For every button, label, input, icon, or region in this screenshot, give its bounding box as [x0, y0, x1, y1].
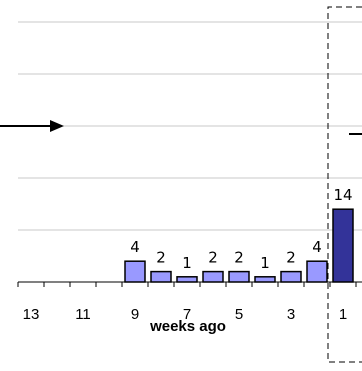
bar-week-3 [280, 270, 302, 283]
x-tick-label-3: 3 [287, 306, 295, 323]
bar-week-6 [202, 270, 224, 283]
x-tick-label-13: 13 [23, 306, 40, 323]
x-axis-title: weeks ago [149, 318, 226, 335]
x-tick-label-9: 9 [131, 306, 139, 323]
bar-week-5 [228, 270, 250, 283]
data-label-week-8: 2 [156, 249, 166, 267]
data-label-week-6: 2 [208, 249, 218, 267]
x-tick-label-5: 5 [235, 306, 243, 323]
highlight-frame [327, 6, 362, 363]
x-ticks [17, 282, 357, 287]
gridlines [18, 21, 362, 231]
data-label-week-7: 1 [182, 254, 192, 272]
bar-week-8 [150, 270, 172, 283]
x-tick-label-1: 1 [339, 306, 347, 323]
bar-week-2 [306, 260, 328, 283]
bar-week-4 [254, 276, 276, 283]
pointer-arrow-icon [0, 120, 64, 132]
bar-week-7 [176, 276, 198, 283]
data-label-week-2: 4 [312, 238, 322, 256]
data-label-week-4: 1 [260, 254, 270, 272]
data-label-week-3: 2 [286, 249, 296, 267]
data-label-week-1: 14 [333, 186, 352, 204]
x-tick-labels: 13 11 9 7 5 3 1 [23, 306, 348, 323]
x-tick-label-11: 11 [75, 306, 91, 323]
x-tick-label-7: 7 [183, 306, 191, 323]
data-label-week-9: 4 [130, 238, 140, 256]
bar-week-1 [332, 208, 354, 283]
data-label-week-5: 2 [234, 249, 244, 267]
bar-week-9 [124, 260, 146, 283]
